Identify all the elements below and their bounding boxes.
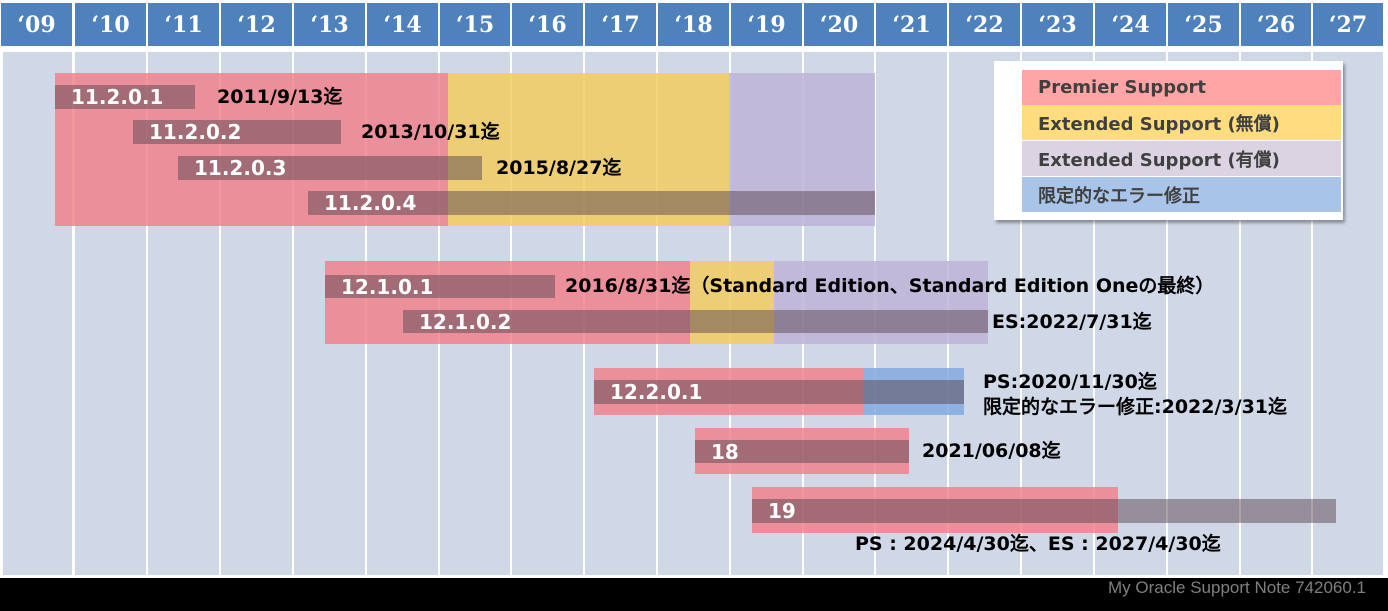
release-note-12-1-0-2: ES:2022/7/31迄	[992, 311, 1152, 333]
support-timeline-chart: ‘09 ‘10 ‘11 ‘12 ‘13 ‘14 ‘15 ‘16 ‘17 ‘18 …	[0, 0, 1388, 578]
release-note-11-2-0-3: 2015/8/27迄	[496, 157, 622, 179]
release-note-19: PS : 2024/4/30迄、ES : 2027/4/30迄	[855, 533, 1221, 555]
legend-item-extended-support-free: Extended Support (無償)	[1022, 105, 1341, 140]
year-header-2019: ‘19	[731, 3, 802, 46]
legend-item-premier-support: Premier Support	[1022, 70, 1341, 105]
legend-item-limited-error-fix: 限定的なエラー修正	[1022, 177, 1341, 212]
year-header-2009: ‘09	[1, 3, 72, 46]
release-bar-18: 18	[695, 440, 909, 463]
year-header-2027: ‘27	[1313, 3, 1383, 46]
release-bar-11-2-0-4: 11.2.0.4	[308, 191, 875, 215]
year-header-2013: ‘13	[294, 3, 365, 46]
release-note-18: 2021/06/08迄	[922, 440, 1061, 462]
year-header-2010: ‘10	[75, 3, 146, 46]
release-bar-19: 19	[752, 499, 1336, 523]
release-bar-11-2-0-1: 11.2.0.1	[55, 85, 195, 109]
year-header-2020: ‘20	[804, 3, 874, 46]
year-header-2021: ‘21	[876, 3, 947, 46]
release-bar-11-2-0-2: 11.2.0.2	[133, 120, 341, 144]
year-header-2017: ‘17	[585, 3, 656, 46]
release-note-12-1-0-1: 2016/8/31迄（Standard Edition、Standard Edi…	[565, 275, 1215, 297]
legend: Premier Support Extended Support (無償) Ex…	[994, 61, 1343, 220]
year-header-2025: ‘25	[1168, 3, 1239, 46]
year-header-2011: ‘11	[148, 3, 219, 46]
year-header-2022: ‘22	[949, 3, 1020, 46]
release-note-11-2-0-2: 2013/10/31迄	[361, 121, 500, 143]
release-bar-12-1-0-1: 12.1.0.1	[325, 275, 555, 298]
release-note-11-2-0-1: 2011/9/13迄	[217, 86, 343, 108]
year-header-2026: ‘26	[1241, 3, 1311, 46]
source-footnote: My Oracle Support Note 742060.1	[1108, 578, 1366, 597]
year-header-2024: ‘24	[1095, 3, 1166, 46]
year-header-2014: ‘14	[367, 3, 438, 46]
release-note-12-2-0-1-limited: 限定的なエラー修正:2022/3/31迄	[983, 396, 1288, 418]
year-header-2016: ‘16	[512, 3, 583, 46]
release-bar-11-2-0-3: 11.2.0.3	[178, 156, 482, 180]
release-note-12-2-0-1: PS:2020/11/30迄	[983, 371, 1157, 393]
year-header-2015: ‘15	[440, 3, 510, 46]
year-header-2023: ‘23	[1022, 3, 1093, 46]
year-header-2012: ‘12	[221, 3, 292, 46]
release-bar-12-2-0-1: 12.2.0.1	[594, 380, 964, 404]
year-header-2018: ‘18	[658, 3, 729, 46]
release-bar-12-1-0-2: 12.1.0.2	[403, 310, 988, 333]
legend-item-extended-support-paid: Extended Support (有償)	[1022, 141, 1341, 176]
